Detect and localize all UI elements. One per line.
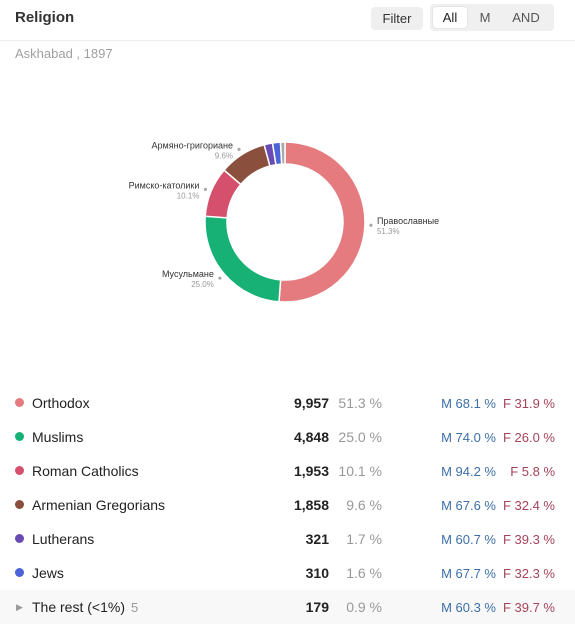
donut-slice[interactable] xyxy=(278,141,366,303)
male-percent: M 68.1 % xyxy=(441,396,496,411)
donut-slice[interactable] xyxy=(279,141,286,165)
list-item[interactable]: Lutherans 321 1.7 % M 60.7 % F 39.3 % xyxy=(0,522,575,556)
slice-percent-label: 10.1% xyxy=(177,191,200,200)
religion-name: Lutherans xyxy=(32,531,95,547)
male-percent: M 67.6 % xyxy=(441,498,496,513)
label-dot xyxy=(218,276,222,280)
color-dot-icon xyxy=(15,466,24,475)
male-percent: M 60.3 % xyxy=(441,600,496,615)
rest-label: The rest (<1%) xyxy=(32,599,125,615)
segment-all[interactable]: All xyxy=(433,7,467,28)
rest-count: 5 xyxy=(130,600,139,615)
page-title: Religion xyxy=(15,9,75,26)
religion-name: Muslims xyxy=(32,429,84,445)
religion-name: Armenian Gregorians xyxy=(32,497,166,513)
religion-percent: 9.6 % xyxy=(346,497,382,513)
male-percent: M 60.7 % xyxy=(441,532,496,547)
list-item[interactable]: Orthodox 9,957 51.3 % M 68.1 % F 31.9 % xyxy=(0,386,575,420)
slice-percent-label: 51.3% xyxy=(377,227,400,236)
female-percent: F 31.9 % xyxy=(502,396,555,411)
female-percent: F 39.3 % xyxy=(502,532,555,547)
label-dot xyxy=(203,187,208,192)
slice-percent-label: 9.6% xyxy=(215,151,233,160)
rest-row[interactable]: ▶ The rest (<1%) 5 179 0.9 % M 60.3 % F 39.7 % xyxy=(0,590,575,624)
slice-percent-label: 25.0% xyxy=(191,280,214,289)
religion-count: 1,953 xyxy=(293,463,329,479)
religion-count: 4,848 xyxy=(293,429,329,445)
religion-percent: 10.1 % xyxy=(338,463,382,479)
religion-count: 9,957 xyxy=(293,395,329,411)
list-item[interactable]: Roman Catholics 1,953 10.1 % M 94.2 % F 5.8 … xyxy=(0,454,575,488)
religion-list: Orthodox 9,957 51.3 % M 68.1 % F 31.9 % Musli… xyxy=(0,386,575,624)
slice-label: Православные xyxy=(377,216,439,226)
religion-percent: 25.0 % xyxy=(338,429,382,445)
color-dot-icon xyxy=(15,534,24,543)
male-percent: M 94.2 % xyxy=(441,464,496,479)
segment-m[interactable]: M xyxy=(479,10,491,25)
subtitle: Askhabad , 1897 xyxy=(15,46,113,61)
label-dot xyxy=(237,147,241,151)
religion-percent: 51.3 % xyxy=(338,395,382,411)
female-percent: F 39.7 % xyxy=(502,600,555,615)
religion-count: 310 xyxy=(305,565,329,581)
segment-control: All M AND xyxy=(430,4,554,31)
donut-slice[interactable] xyxy=(204,215,282,303)
religion-count: 321 xyxy=(305,531,329,547)
color-dot-icon xyxy=(15,432,24,441)
filter-button[interactable]: Filter xyxy=(371,7,423,30)
religion-name: Jews xyxy=(32,565,64,581)
slice-label: Римско-католики xyxy=(129,180,200,190)
female-percent: F 26.0 % xyxy=(502,430,555,445)
religion-percent: 1.6 % xyxy=(346,565,382,581)
color-dot-icon xyxy=(15,398,24,407)
religion-percent: 0.9 % xyxy=(346,599,382,615)
female-percent: F 32.3 % xyxy=(502,566,555,581)
label-dot xyxy=(369,223,373,227)
slice-label: Армяно-григориане xyxy=(152,140,233,150)
religion-percent: 1.7 % xyxy=(346,531,382,547)
religion-count: 179 xyxy=(305,599,329,615)
religion-count: 1,858 xyxy=(293,497,329,513)
expand-triangle-icon[interactable]: ▶ xyxy=(16,602,23,612)
color-dot-icon xyxy=(15,568,24,577)
segment-and[interactable]: AND xyxy=(512,10,540,25)
color-dot-icon xyxy=(15,500,24,509)
religion-name: Roman Catholics xyxy=(32,463,139,479)
male-percent: M 74.0 % xyxy=(441,430,496,445)
list-item[interactable]: Jews 310 1.6 % M 67.7 % F 32.3 % xyxy=(0,556,575,590)
male-percent: M 67.7 % xyxy=(441,566,496,581)
list-item[interactable]: Muslims 4,848 25.0 % M 74.0 % F 26.0 % xyxy=(0,420,575,454)
header: Religion Filter All M AND xyxy=(0,0,575,41)
list-item[interactable]: Armenian Gregorians 1,858 9.6 % M 67.6 % F 3… xyxy=(0,488,575,522)
religion-name: Orthodox xyxy=(32,395,90,411)
female-percent: F 32.4 % xyxy=(502,498,555,513)
religion-name: The rest (<1%) 5 xyxy=(32,599,138,615)
female-percent: F 5.8 % xyxy=(510,464,555,479)
slice-label: Мусульмане xyxy=(162,269,214,279)
